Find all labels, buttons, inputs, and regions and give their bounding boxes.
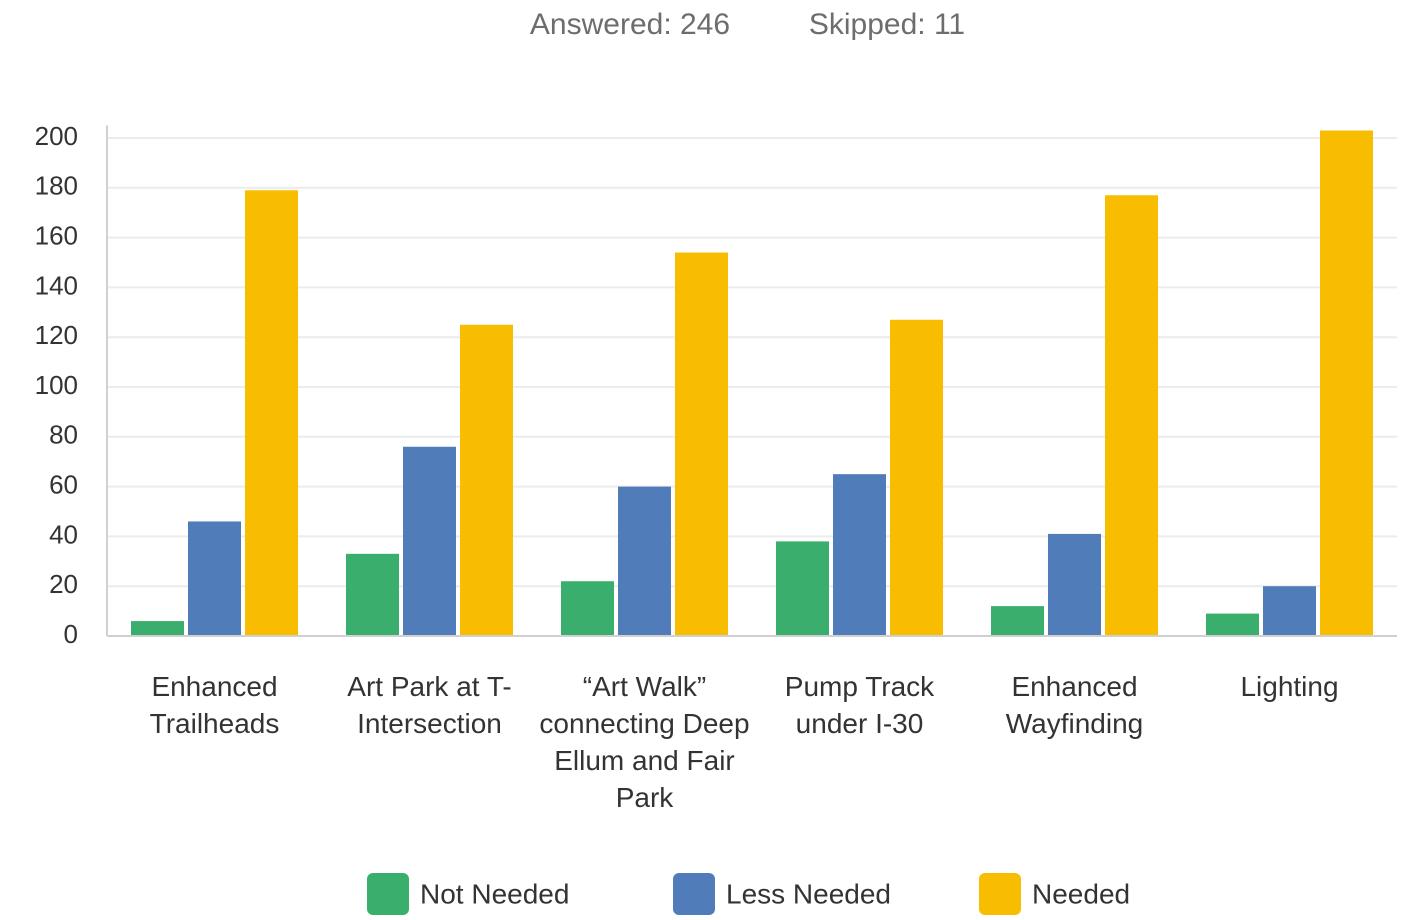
- legend-label: Needed: [1032, 878, 1130, 909]
- x-tick-label: Enhanced Trailheads: [149, 671, 280, 739]
- y-tick-label: 140: [35, 270, 78, 300]
- y-tick-label: 80: [49, 420, 78, 450]
- x-tick-label: Lighting: [1240, 671, 1339, 702]
- legend-swatch: [367, 873, 409, 915]
- bar: [776, 541, 829, 636]
- bar: [890, 319, 943, 636]
- legend-swatch: [979, 873, 1021, 915]
- bar: [1320, 130, 1373, 636]
- x-tick-label: Pump Track under I-30: [784, 671, 935, 739]
- x-tick-label: Art Park at T-Intersection: [347, 671, 512, 739]
- bar: [346, 553, 399, 636]
- y-tick-label: 200: [35, 121, 78, 151]
- bar: [188, 521, 241, 636]
- bar: [991, 606, 1044, 636]
- x-tick-label: “Art Walk” connecting Deep Ellum and Fai…: [539, 671, 750, 813]
- y-tick-label: 120: [35, 320, 78, 350]
- bar: [561, 581, 614, 636]
- bar: [675, 252, 728, 637]
- bar: [1048, 533, 1101, 636]
- x-tick-label: Enhanced Wayfinding: [1005, 671, 1144, 739]
- bar: [1105, 195, 1158, 636]
- bar: [245, 190, 298, 637]
- bar: [460, 324, 513, 636]
- y-tick-label: 100: [35, 370, 78, 400]
- legend-label: Not Needed: [420, 878, 569, 909]
- bar: [403, 446, 456, 636]
- y-tick-label: 60: [49, 469, 78, 499]
- bar: [1263, 586, 1316, 636]
- y-tick-label: 40: [49, 519, 78, 549]
- bar: [618, 486, 671, 636]
- legend-swatch: [673, 873, 715, 915]
- y-tick-label: 0: [64, 619, 78, 649]
- response-count: Answered: 246: [530, 8, 730, 41]
- response-count: Skipped: 11: [809, 8, 965, 41]
- y-tick-label: 20: [49, 569, 78, 599]
- legend-label: Less Needed: [726, 878, 891, 909]
- y-tick-label: 160: [35, 220, 78, 250]
- bar: [833, 474, 886, 636]
- bar: [131, 621, 184, 636]
- bar: [1206, 613, 1259, 636]
- y-tick-label: 180: [35, 171, 78, 201]
